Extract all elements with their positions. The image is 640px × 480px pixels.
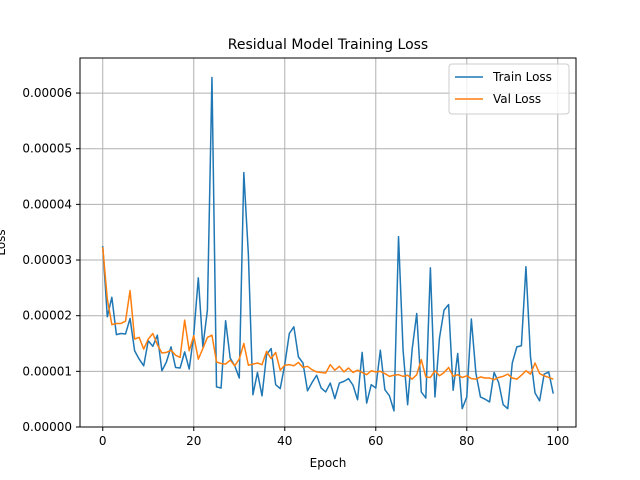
x-tick-label: 80 <box>459 434 474 448</box>
x-axis-title: Epoch <box>310 456 347 470</box>
val-loss-line <box>102 247 554 381</box>
x-tick-label: 0 <box>99 434 107 448</box>
legend-label-train-loss: Train Loss <box>492 70 552 84</box>
x-tick-label: 20 <box>186 434 201 448</box>
axis-ticks: 0 20 40 60 80 100 0.00000 0.00001 0.00002 0.00003… <box>22 86 569 448</box>
x-tick-label: 100 <box>546 434 569 448</box>
train-loss-line <box>102 76 554 412</box>
y-tick-label: 0.00005 <box>22 142 72 156</box>
y-axis-title: Loss <box>0 229 8 255</box>
series-lines <box>102 76 554 412</box>
plot-frame <box>79 57 577 428</box>
plot-area-background <box>80 58 576 427</box>
x-tick-label: 40 <box>277 434 292 448</box>
y-tick-label: 0.00002 <box>22 309 72 323</box>
y-tick-label: 0.00006 <box>22 86 72 100</box>
legend: Train Loss Val Loss <box>448 63 570 115</box>
legend-label-val-loss: Val Loss <box>493 92 541 106</box>
y-tick-label: 0.00001 <box>22 364 72 378</box>
y-tick-label: 0.00000 <box>22 420 72 434</box>
y-tick-label: 0.00004 <box>22 197 72 211</box>
y-tick-label: 0.00003 <box>22 253 72 267</box>
chart-title: Residual Model Training Loss <box>228 37 428 53</box>
x-tick-label: 60 <box>368 434 383 448</box>
